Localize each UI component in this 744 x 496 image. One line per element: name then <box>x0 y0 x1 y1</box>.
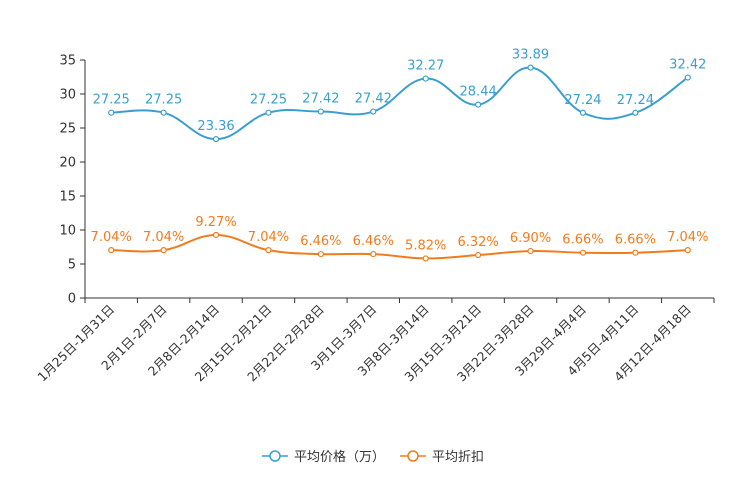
legend-label: 平均价格（万） <box>294 449 385 465</box>
data-point <box>108 247 115 254</box>
data-point <box>160 247 167 254</box>
series-line-2 <box>111 233 688 260</box>
data-point <box>212 136 220 143</box>
data-point <box>632 249 639 256</box>
data-label: 7.04% <box>91 230 132 245</box>
data-point <box>370 250 377 258</box>
data-point <box>475 101 482 108</box>
y-tick-label: 5 <box>68 258 76 273</box>
data-point <box>684 74 691 81</box>
data-point <box>422 255 429 262</box>
data-label: 6.66% <box>615 233 656 248</box>
data-label: 27.25 <box>93 93 130 108</box>
data-point <box>632 109 639 116</box>
data-label: 27.24 <box>564 93 601 108</box>
y-tick-label: 25 <box>59 122 76 137</box>
y-tick-label: 35 <box>59 54 76 69</box>
data-label: 32.27 <box>407 59 444 74</box>
data-label: 33.89 <box>512 48 549 63</box>
y-tick-label: 15 <box>59 190 76 205</box>
data-label: 6.90% <box>510 231 551 246</box>
data-point <box>475 251 482 259</box>
data-point <box>317 108 324 115</box>
data-label: 28.44 <box>460 85 497 100</box>
data-point <box>527 64 534 71</box>
legend-marker <box>407 450 419 462</box>
data-point <box>265 109 272 116</box>
data-point <box>317 250 324 258</box>
data-label: 9.27% <box>195 215 236 230</box>
y-tick-label: 10 <box>59 224 76 239</box>
data-point <box>579 109 587 116</box>
series-line-1 <box>111 66 689 141</box>
data-point <box>422 75 429 82</box>
data-label: 7.04% <box>667 230 708 245</box>
data-label: 6.46% <box>353 234 394 249</box>
data-point <box>265 247 272 254</box>
data-point <box>212 231 220 239</box>
legend-marker <box>269 450 281 462</box>
data-label: 7.04% <box>248 230 289 245</box>
data-point <box>160 109 167 116</box>
data-label: 27.42 <box>302 92 339 107</box>
data-label: 5.82% <box>405 238 446 253</box>
data-point <box>527 247 534 255</box>
legend-label: 平均折扣 <box>432 450 484 465</box>
y-tick-label: 0 <box>68 292 76 307</box>
data-label: 32.42 <box>669 58 706 73</box>
data-point <box>370 108 377 115</box>
data-label: 7.04% <box>143 230 184 245</box>
data-label: 6.66% <box>562 233 603 248</box>
data-label: 27.24 <box>617 93 654 108</box>
data-label: 6.32% <box>457 235 498 250</box>
data-label: 27.42 <box>355 92 392 107</box>
data-label: 27.25 <box>145 93 182 108</box>
data-point <box>108 109 115 116</box>
data-label: 23.36 <box>197 119 234 134</box>
data-point <box>579 249 587 256</box>
data-label: 27.25 <box>250 93 287 108</box>
x-tick-label: 1月25日-1月31日 <box>34 302 117 385</box>
data-label: 6.46% <box>300 234 341 249</box>
y-tick-label: 30 <box>59 88 76 103</box>
data-point <box>684 247 691 254</box>
y-tick-label: 20 <box>59 156 76 171</box>
